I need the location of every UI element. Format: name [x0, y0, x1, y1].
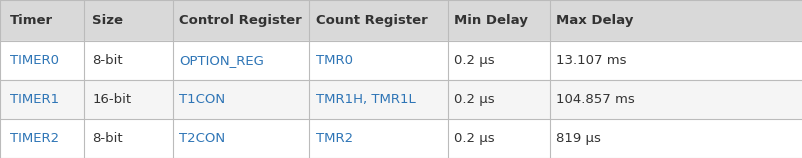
Text: TIMER0: TIMER0	[10, 54, 59, 67]
Text: 8-bit: 8-bit	[92, 54, 123, 67]
Text: T1CON: T1CON	[179, 93, 225, 106]
Text: 0.2 μs: 0.2 μs	[453, 132, 494, 145]
Text: TIMER2: TIMER2	[10, 132, 59, 145]
Text: 8-bit: 8-bit	[92, 132, 123, 145]
Text: Count Register: Count Register	[315, 14, 427, 27]
Text: Min Delay: Min Delay	[453, 14, 527, 27]
Text: 819 μs: 819 μs	[555, 132, 600, 145]
Text: TIMER1: TIMER1	[10, 93, 59, 106]
Text: OPTION_REG: OPTION_REG	[179, 54, 264, 67]
Bar	[0, 41, 802, 80]
Text: 104.857 ms: 104.857 ms	[555, 93, 634, 106]
Text: 13.107 ms: 13.107 ms	[555, 54, 626, 67]
Text: Control Register: Control Register	[179, 14, 302, 27]
Text: T2CON: T2CON	[179, 132, 225, 145]
Text: TMR1H, TMR1L: TMR1H, TMR1L	[315, 93, 415, 106]
Bar	[0, 119, 802, 158]
Text: 0.2 μs: 0.2 μs	[453, 54, 494, 67]
Text: TMR2: TMR2	[315, 132, 352, 145]
Text: 16-bit: 16-bit	[92, 93, 132, 106]
Text: TMR0: TMR0	[315, 54, 352, 67]
Text: 0.2 μs: 0.2 μs	[453, 93, 494, 106]
Text: Max Delay: Max Delay	[555, 14, 632, 27]
Bar	[0, 80, 802, 119]
Text: Timer: Timer	[10, 14, 53, 27]
Text: Size: Size	[92, 14, 124, 27]
Bar	[0, 0, 802, 41]
